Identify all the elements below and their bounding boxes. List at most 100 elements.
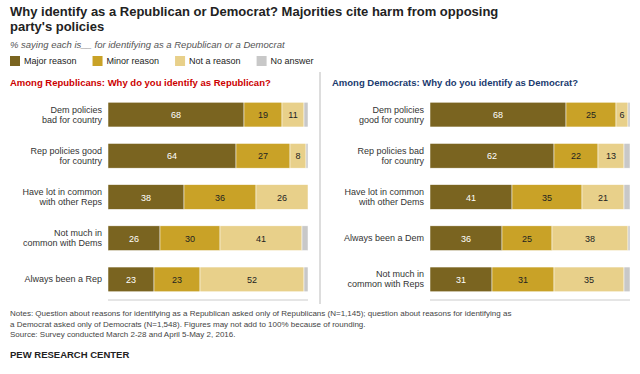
bar-segment bbox=[430, 267, 492, 292]
background bbox=[0, 0, 640, 374]
x-axis bbox=[430, 300, 630, 301]
bar-segment bbox=[304, 102, 308, 127]
data-label: 26 bbox=[277, 193, 287, 203]
bar-segment bbox=[554, 143, 598, 168]
bars bbox=[108, 102, 308, 292]
category-label: Dem policiesbad for country bbox=[42, 105, 103, 125]
bar-segment bbox=[492, 267, 554, 292]
legend-label: Major reason bbox=[24, 56, 77, 66]
category-label: Always been a Rep bbox=[24, 274, 102, 284]
bar-segment bbox=[304, 267, 308, 292]
data-labels: 68 25 6 62 22 13 41 35 21 36 25 38 31 31 35 bbox=[456, 110, 625, 285]
bar-segment bbox=[108, 143, 236, 168]
legend-label: No answer bbox=[271, 56, 314, 66]
note: Source: Survey conducted March 2-28 and … bbox=[10, 330, 235, 339]
legend: Major reason Minor reason Not a reason No a… bbox=[10, 56, 314, 66]
category-label: Not much incommon with Reps bbox=[347, 269, 424, 289]
data-label: 25 bbox=[522, 234, 532, 244]
data-label: 6 bbox=[619, 110, 624, 120]
panel-title: Among Republicans: Why do you identify a… bbox=[10, 77, 271, 88]
bar-segment bbox=[502, 226, 552, 251]
data-label: 25 bbox=[586, 110, 596, 120]
bar-segment bbox=[430, 102, 566, 127]
data-label: 36 bbox=[215, 193, 225, 203]
data-label: 27 bbox=[258, 151, 268, 161]
legend-label: Minor reason bbox=[107, 56, 160, 66]
bar-segment bbox=[108, 267, 154, 292]
bar-segment bbox=[184, 185, 256, 210]
data-label: 31 bbox=[518, 275, 528, 285]
bar-segment bbox=[108, 185, 184, 210]
data-label: 68 bbox=[493, 110, 503, 120]
data-label: 41 bbox=[466, 193, 476, 203]
bar-segment bbox=[512, 185, 582, 210]
bar-segment bbox=[160, 226, 220, 251]
legend-swatch bbox=[93, 56, 103, 66]
data-label: 11 bbox=[288, 110, 297, 120]
bar-segment bbox=[624, 267, 630, 292]
bar-segment bbox=[430, 185, 512, 210]
bar-segment bbox=[616, 102, 628, 127]
legend-swatch bbox=[175, 56, 185, 66]
data-label: 31 bbox=[456, 275, 466, 285]
bar-segment bbox=[200, 267, 304, 292]
category-label: Rep policies goodfor country bbox=[30, 146, 102, 166]
data-labels: 68191164278383626263041232352 bbox=[126, 110, 301, 285]
bar-segment bbox=[598, 143, 624, 168]
data-label: 23 bbox=[126, 275, 136, 285]
bar-segment bbox=[306, 143, 308, 168]
bar-segment bbox=[430, 143, 554, 168]
panel-title: Among Democrats: Why do you identify as … bbox=[332, 77, 578, 88]
bar-segment bbox=[220, 226, 302, 251]
data-label: 35 bbox=[584, 275, 594, 285]
data-label: 35 bbox=[542, 193, 552, 203]
bar-segment bbox=[308, 185, 309, 210]
data-label: 38 bbox=[141, 193, 151, 203]
bar-segment bbox=[154, 267, 200, 292]
source: PEW RESEARCH CENTER bbox=[10, 349, 129, 360]
bar-segment bbox=[244, 102, 282, 127]
bar-segment bbox=[256, 185, 308, 210]
bar-segment bbox=[628, 102, 630, 127]
data-label: 52 bbox=[247, 275, 257, 285]
bar-segment bbox=[290, 143, 306, 168]
data-label: 62 bbox=[487, 151, 497, 161]
data-label: 26 bbox=[129, 234, 139, 244]
chart: Why identify as a Republican or Democrat… bbox=[0, 0, 640, 374]
category-label: Have lot in commonwith other Dems bbox=[344, 187, 424, 207]
bar-segment bbox=[582, 185, 624, 210]
bar-segment bbox=[552, 226, 628, 251]
note: a Democrat asked only of Democrats (N=1,… bbox=[10, 320, 366, 329]
subtitle: % saying each is__ for identifying as a … bbox=[10, 39, 285, 50]
data-label: 23 bbox=[172, 275, 182, 285]
category-label: Not much incommon with Dems bbox=[23, 228, 103, 248]
note: Notes: Question about reasons for identi… bbox=[10, 309, 511, 318]
bar-segment bbox=[108, 226, 160, 251]
data-label: 22 bbox=[571, 151, 581, 161]
bar-segment bbox=[628, 226, 630, 251]
bar-segment bbox=[554, 267, 624, 292]
x-axis bbox=[108, 300, 308, 301]
legend-label: Not a reason bbox=[189, 56, 241, 66]
bar-segment bbox=[624, 185, 630, 210]
bar-segment bbox=[624, 143, 630, 168]
legend-swatch bbox=[257, 56, 267, 66]
data-label: 36 bbox=[461, 234, 471, 244]
bar-segment bbox=[108, 102, 244, 127]
data-label: 13 bbox=[606, 151, 616, 161]
category-label: Always been a Dem bbox=[344, 233, 424, 243]
data-label: 21 bbox=[598, 193, 608, 203]
legend-swatch bbox=[10, 56, 20, 66]
title: Why identify as a Republican or Democrat… bbox=[10, 4, 498, 34]
panel: Among Republicans: Why do you identify a… bbox=[10, 77, 308, 300]
bar-segment bbox=[302, 226, 308, 251]
data-label: 41 bbox=[256, 234, 266, 244]
category-label: Have lot in commonwith other Reps bbox=[22, 187, 102, 207]
divider bbox=[320, 72, 321, 304]
bar-segment bbox=[430, 226, 502, 251]
data-label: 68 bbox=[171, 110, 181, 120]
bars bbox=[430, 102, 630, 292]
bar-segment bbox=[282, 102, 304, 127]
data-label: 38 bbox=[585, 234, 595, 244]
category-label: Rep policies badfor country bbox=[357, 146, 424, 166]
